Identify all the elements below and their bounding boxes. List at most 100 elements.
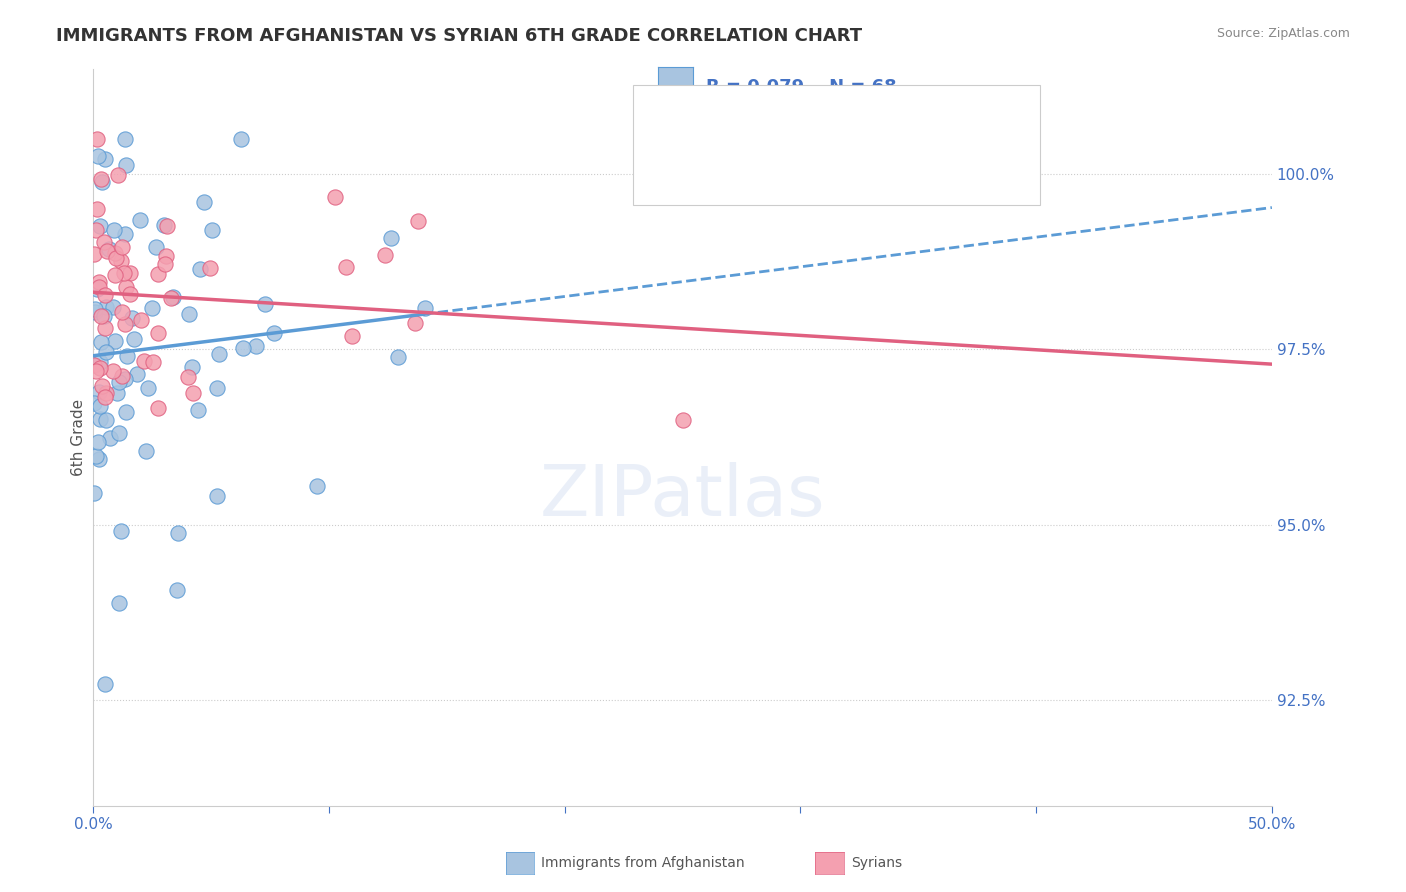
Point	[166, 583, 188, 598]
Point	[307, 478, 329, 492]
Point	[413, 301, 436, 316]
Point	[205, 489, 228, 503]
Point	[86, 202, 108, 216]
Point	[105, 251, 128, 265]
Point	[121, 311, 143, 326]
Point	[155, 249, 177, 263]
Point	[114, 372, 136, 386]
Point	[87, 149, 110, 163]
Point	[87, 280, 110, 294]
Point	[111, 305, 134, 319]
Point	[208, 347, 231, 361]
Point	[108, 426, 131, 441]
Point	[104, 334, 127, 349]
Point	[110, 368, 132, 383]
Point	[94, 152, 117, 166]
Point	[83, 247, 105, 261]
Point	[160, 291, 183, 305]
Point	[87, 275, 110, 289]
Point	[135, 444, 157, 458]
Point	[245, 338, 267, 352]
Point	[406, 213, 429, 227]
Point	[93, 309, 115, 323]
Point	[115, 349, 138, 363]
Text: ZIPatlas: ZIPatlas	[540, 461, 825, 531]
Text: Source: ZipAtlas.com: Source: ZipAtlas.com	[1216, 27, 1350, 40]
Point	[114, 405, 136, 419]
Point	[125, 367, 148, 381]
Point	[155, 257, 177, 271]
Point	[181, 385, 204, 400]
Point	[263, 326, 285, 341]
Point	[387, 350, 409, 364]
Point	[404, 316, 426, 330]
Point	[94, 300, 117, 314]
Point	[94, 287, 117, 301]
Point	[198, 261, 221, 276]
Point	[83, 358, 105, 372]
Point	[146, 268, 169, 282]
Point	[105, 386, 128, 401]
Point	[89, 385, 111, 400]
Point	[94, 390, 117, 404]
Point	[205, 381, 228, 395]
Point	[177, 370, 200, 384]
Point	[103, 268, 125, 282]
Point	[90, 175, 112, 189]
Text: IMMIGRANTS FROM AFGHANISTAN VS SYRIAN 6TH GRADE CORRELATION CHART: IMMIGRANTS FROM AFGHANISTAN VS SYRIAN 6T…	[56, 27, 862, 45]
Point	[94, 321, 117, 335]
Point	[112, 266, 135, 280]
Point	[114, 227, 136, 241]
Point	[118, 286, 141, 301]
Point	[89, 411, 111, 425]
Point	[94, 413, 117, 427]
Point	[101, 300, 124, 314]
Point	[103, 364, 125, 378]
Text: R =  0.178   N = 52: R = 0.178 N = 52	[706, 138, 897, 156]
Point	[187, 402, 209, 417]
Point	[201, 222, 224, 236]
Point	[380, 231, 402, 245]
Point	[188, 262, 211, 277]
Point	[325, 190, 347, 204]
Point	[89, 219, 111, 234]
Point	[89, 400, 111, 414]
Point	[94, 677, 117, 691]
Point	[129, 312, 152, 326]
Point	[671, 412, 693, 426]
Point	[107, 596, 129, 610]
Point	[89, 360, 111, 375]
Point	[118, 266, 141, 280]
Point	[134, 354, 156, 368]
Point	[115, 158, 138, 172]
Point	[84, 304, 107, 318]
Point	[87, 435, 110, 450]
Text: R = 0.079    N = 68: R = 0.079 N = 68	[706, 78, 897, 96]
Point	[96, 386, 118, 401]
Point	[141, 355, 163, 369]
Point	[145, 239, 167, 253]
Point	[335, 260, 357, 275]
Text: Syrians: Syrians	[851, 856, 901, 871]
Point	[89, 355, 111, 369]
Point	[128, 213, 150, 227]
Point	[148, 326, 170, 340]
Point	[108, 375, 131, 389]
Point	[90, 172, 112, 186]
Point	[90, 309, 112, 323]
Point	[104, 246, 127, 260]
Point	[193, 194, 215, 209]
Point	[115, 280, 138, 294]
Point	[153, 219, 176, 233]
Point	[89, 452, 111, 467]
Point	[86, 132, 108, 146]
Point	[107, 168, 129, 182]
Point	[110, 240, 132, 254]
Point	[114, 132, 136, 146]
Point	[167, 525, 190, 540]
Point	[83, 301, 105, 316]
Point	[83, 486, 105, 500]
Point	[96, 345, 118, 359]
Point	[93, 235, 115, 250]
Point	[103, 223, 125, 237]
